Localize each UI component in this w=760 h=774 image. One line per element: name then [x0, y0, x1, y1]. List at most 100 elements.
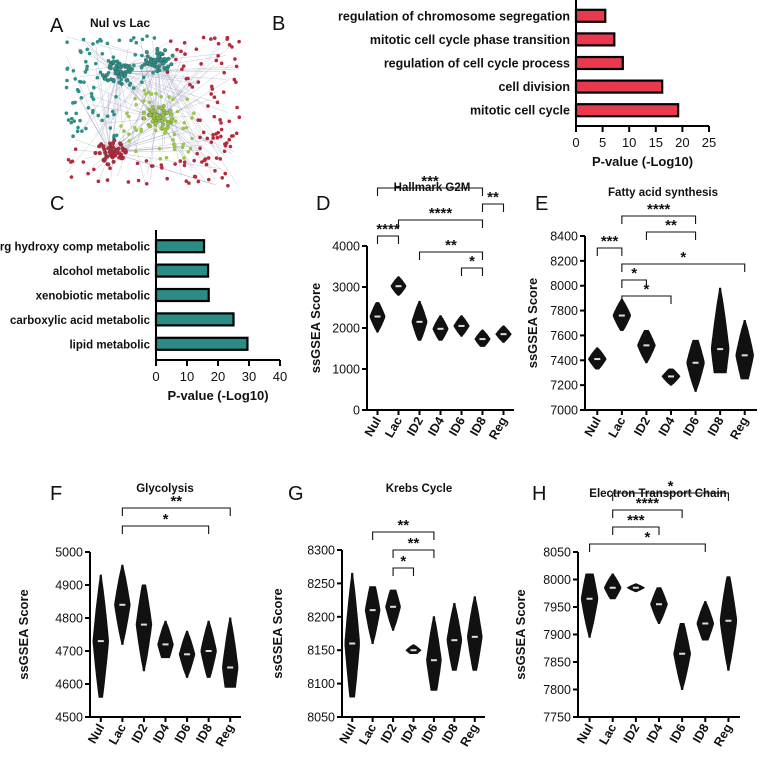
- network-node: [192, 158, 196, 163]
- network-node: [106, 59, 111, 63]
- x-tick-label: ID4: [150, 721, 172, 745]
- network-node: [232, 77, 237, 82]
- significance-bracket: [121, 525, 210, 534]
- y-tick-label: 7800: [550, 304, 578, 318]
- y-axis-title: ssGSEA Score: [525, 278, 540, 369]
- network-node: [78, 118, 82, 123]
- panel-letter-e: E: [535, 193, 548, 215]
- network-node: [126, 66, 131, 71]
- network-node: [76, 125, 80, 130]
- x-tick-label: 40: [273, 369, 287, 384]
- x-tick-label: Nul: [337, 722, 359, 746]
- network-node: [164, 155, 169, 160]
- network-node: [158, 51, 163, 56]
- category-label: mitotic cell cycle phase transition: [370, 33, 570, 47]
- network-node: [181, 126, 186, 131]
- network-edge: [92, 54, 159, 119]
- network-node: [186, 76, 190, 81]
- network-edge: [140, 40, 159, 119]
- significance-bracket: [372, 531, 435, 540]
- significance-bracket: [392, 549, 435, 558]
- x-tick-label: ID6: [172, 721, 194, 745]
- network-node: [215, 100, 220, 105]
- network-edge: [109, 88, 164, 153]
- significance-label: **: [445, 237, 457, 254]
- network-node: [69, 120, 74, 125]
- network-node: [126, 114, 131, 119]
- x-tick-label: 20: [675, 135, 689, 150]
- y-axis-title: ssGSEA Score: [513, 589, 528, 680]
- network-edge: [117, 66, 239, 73]
- network-node: [142, 88, 147, 93]
- network-node: [131, 36, 136, 40]
- network-node: [129, 38, 133, 43]
- network-node: [129, 67, 134, 72]
- network-node: [162, 117, 167, 122]
- network-edge: [157, 41, 222, 119]
- y-tick-label: 7600: [550, 329, 578, 343]
- network-node: [199, 62, 203, 66]
- network-node: [223, 144, 228, 148]
- network-node: [181, 142, 186, 147]
- violin-ID2: [411, 300, 428, 341]
- network-node: [182, 156, 186, 160]
- network-node: [215, 135, 220, 140]
- network-node: [144, 159, 149, 163]
- network-node: [127, 132, 131, 136]
- x-tick-label: Lac: [596, 721, 619, 747]
- panel-letter-f: F: [50, 483, 62, 505]
- x-tick-label: 10: [622, 135, 636, 150]
- network-node: [131, 86, 136, 90]
- x-tick-label: ID4: [644, 721, 666, 745]
- network-node: [117, 80, 122, 85]
- network-node: [218, 118, 222, 122]
- y-tick-label: 4000: [332, 240, 360, 254]
- category-label: org hydroxy comp metabolic: [0, 242, 151, 254]
- network-node: [201, 130, 206, 135]
- y-tick-label: 7900: [543, 628, 571, 642]
- network-node: [141, 75, 146, 80]
- network-node: [186, 149, 191, 154]
- network-node: [64, 85, 69, 90]
- violin-ID4: [650, 587, 668, 624]
- network-node: [214, 58, 219, 63]
- x-tick-label: Reg: [727, 415, 751, 442]
- bar-carboxylic-acid-metabolic: [154, 312, 235, 327]
- violin-Reg: [466, 596, 483, 671]
- network-node: [181, 64, 186, 68]
- x-tick-label: ID4: [656, 414, 678, 438]
- category-label: carboxylic acid metabolic: [10, 315, 151, 327]
- y-tick-label: 8400: [550, 230, 578, 244]
- network-edge: [117, 71, 200, 84]
- network-node: [155, 49, 160, 54]
- y-tick-label: 7400: [550, 354, 578, 368]
- network-node: [81, 37, 86, 42]
- network-node: [95, 75, 100, 80]
- network-node: [92, 167, 96, 172]
- category-label: xenobiotic metabolic: [36, 291, 151, 303]
- network-node: [113, 151, 118, 156]
- network-node: [235, 105, 239, 110]
- significance-bracket: [596, 247, 623, 256]
- bar-regulation-of-chromosome-segregation: [574, 8, 607, 23]
- network-node: [86, 171, 90, 176]
- network-node: [154, 91, 158, 96]
- network-node: [117, 63, 122, 68]
- network-node: [148, 124, 153, 129]
- x-tick-label: Reg: [486, 415, 510, 442]
- network-node: [120, 155, 125, 160]
- panel-letter-c: C: [50, 193, 64, 215]
- network-node: [122, 129, 126, 133]
- x-axis-title: P-value (-Log10): [167, 388, 268, 403]
- network-node: [98, 70, 103, 75]
- network-node: [165, 70, 170, 75]
- network-node: [95, 40, 100, 44]
- network-node: [124, 78, 129, 83]
- violin-chart-e: Fatty acid synthesis 7000 7200 7400 7600 7800…: [525, 187, 757, 442]
- panel-letter-d: D: [316, 193, 330, 215]
- network-node: [163, 48, 168, 53]
- significance-bracket: [621, 263, 746, 272]
- network-node: [169, 62, 174, 67]
- x-tick-label: ID6: [419, 721, 441, 745]
